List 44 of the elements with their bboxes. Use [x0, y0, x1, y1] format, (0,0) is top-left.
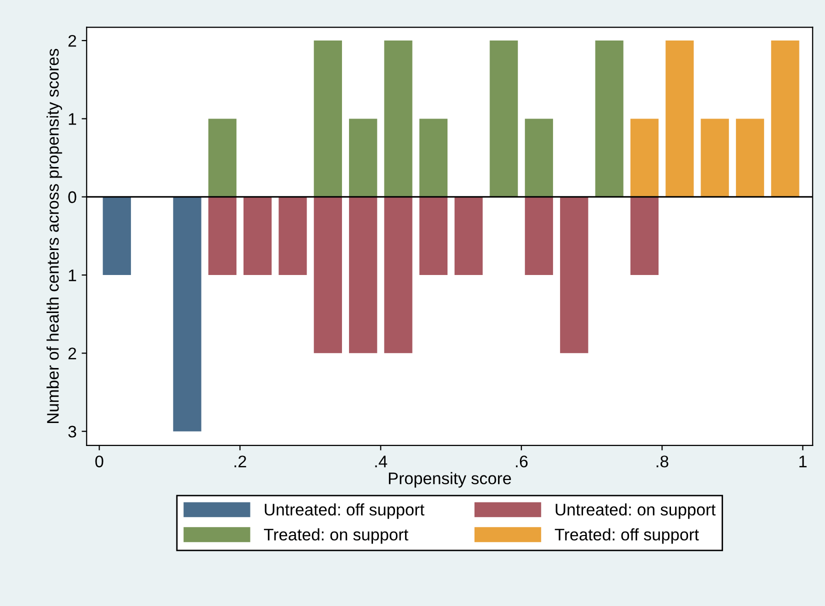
- bar: [700, 118, 729, 197]
- bar: [384, 40, 412, 197]
- bar: [630, 118, 659, 197]
- x-tick-label: .4: [375, 456, 388, 468]
- bar: [208, 118, 236, 197]
- bar: [560, 196, 588, 354]
- y-tick-label: 3: [68, 426, 76, 438]
- bar: [666, 40, 694, 197]
- bar: [524, 118, 554, 197]
- y-axis-title: Number of health centers across propensity scores: [46, 48, 62, 424]
- bar: [173, 196, 202, 432]
- legend-label: Treated: on support: [264, 528, 408, 544]
- bar: [102, 196, 131, 276]
- bar: [419, 196, 448, 276]
- x-tick-label: 0: [95, 456, 104, 468]
- bar: [454, 196, 483, 276]
- bar: [278, 196, 307, 276]
- bar: [349, 118, 378, 197]
- x-tick-label: .2: [234, 456, 246, 468]
- legend-label: Treated: off support: [554, 528, 699, 544]
- bar: [349, 196, 378, 354]
- bar: [384, 196, 412, 354]
- bar: [595, 40, 624, 197]
- y-tick-label: 0: [68, 191, 76, 204]
- bar: [736, 118, 764, 197]
- bar: [244, 196, 272, 276]
- bar: [524, 196, 554, 276]
- x-tick-label: 1: [799, 456, 807, 468]
- legend-label: Untreated: off support: [264, 503, 424, 519]
- bar: [630, 196, 659, 276]
- bar: [208, 196, 236, 276]
- y-tick-label: 1: [68, 270, 76, 282]
- x-tick-label: .8: [656, 456, 668, 468]
- bar: [314, 40, 342, 197]
- y-tick-label: 1: [68, 113, 76, 125]
- bar: [490, 40, 518, 197]
- legend-label: Untreated: on support: [556, 503, 716, 519]
- y-tick-label: 2: [68, 348, 76, 360]
- x-axis-title: Propensity score: [388, 472, 511, 488]
- x-tick-label: .6: [516, 456, 528, 468]
- y-tick-label: 2: [68, 34, 76, 47]
- bar: [771, 40, 800, 197]
- bar: [314, 196, 342, 354]
- bar: [419, 118, 448, 197]
